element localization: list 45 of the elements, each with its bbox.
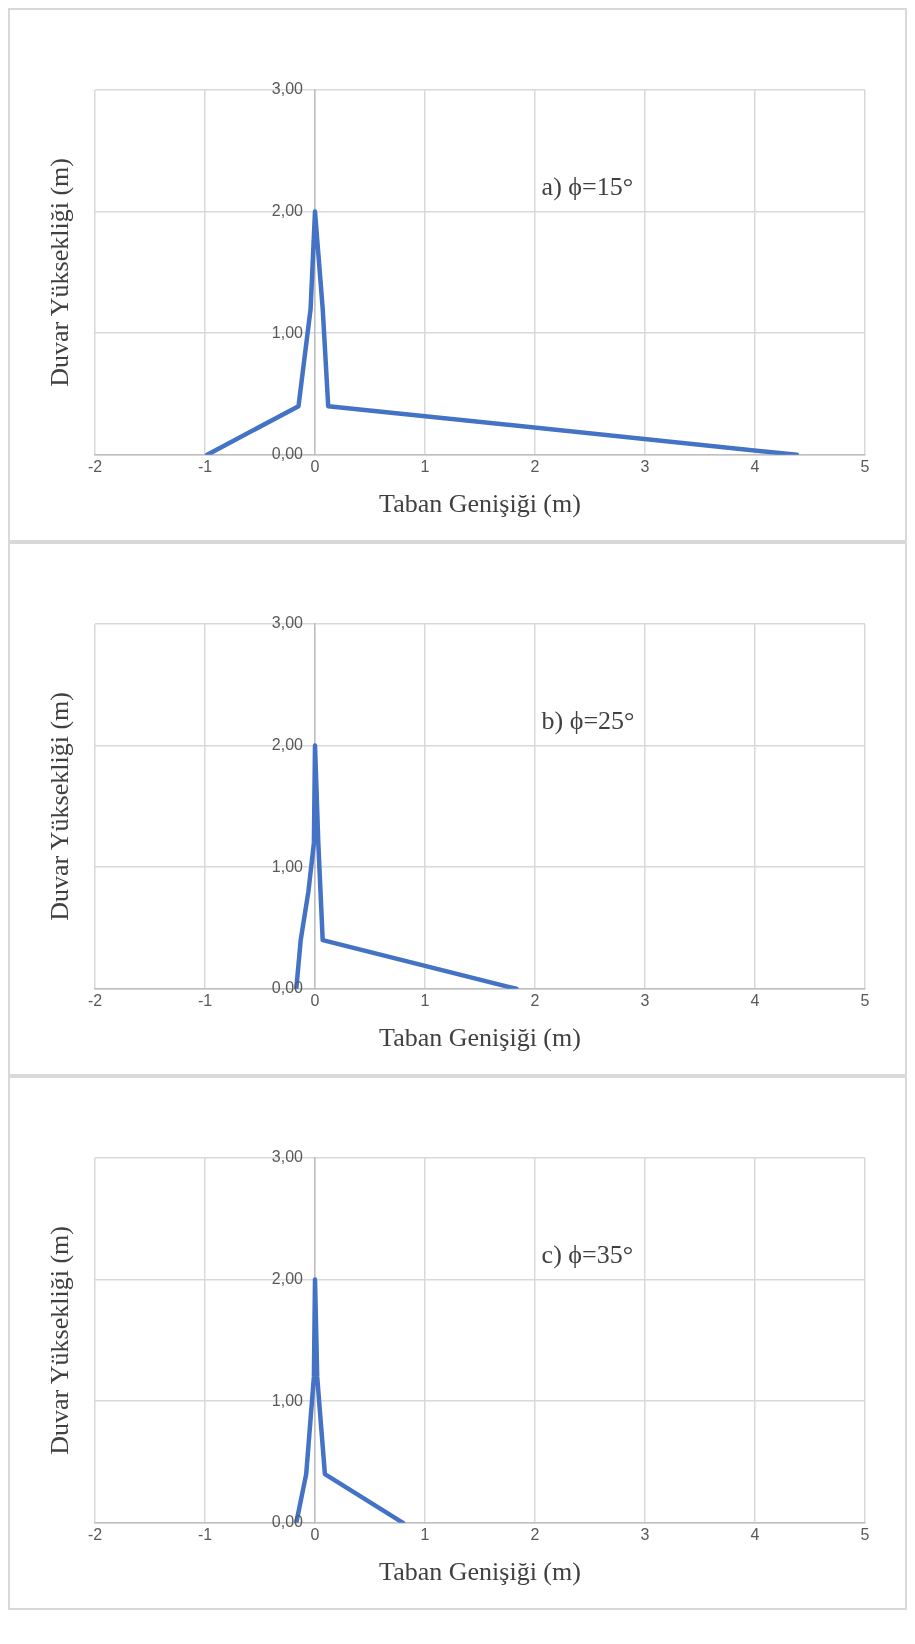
x-tick-label: 3: [640, 1525, 650, 1543]
x-tick-label: 2: [530, 457, 540, 475]
y-tick-label: 3,00: [271, 80, 304, 98]
x-tick-label: -1: [197, 991, 213, 1009]
y-tick-label: 0,00: [271, 445, 304, 463]
y-axis-title: Duvar Yüksekliği (m): [44, 158, 74, 387]
x-tick-label: 4: [750, 991, 760, 1009]
x-axis-title: Taban Genişiği (m): [379, 1022, 581, 1052]
x-tick-label: 3: [640, 991, 650, 1009]
x-axis-title: Taban Genişiği (m): [379, 1556, 581, 1586]
x-tick-label: 2: [530, 991, 540, 1009]
y-axis-title: Duvar Yüksekliği (m): [44, 692, 74, 921]
x-tick-label: -1: [197, 457, 213, 475]
x-tick-label: 5: [860, 1525, 870, 1543]
x-tick-label: -1: [197, 1525, 213, 1543]
y-axis-title: Duvar Yüksekliği (m): [44, 1226, 74, 1455]
y-tick-label: 2,00: [271, 736, 304, 754]
x-tick-label: 4: [750, 457, 760, 475]
x-tick-label: 1: [420, 991, 430, 1009]
annotation: c) ϕ=35°: [541, 1240, 634, 1270]
x-tick-label: 0: [310, 1525, 320, 1543]
y-tick-label: 2,00: [271, 202, 304, 220]
y-tick-label: 1,00: [271, 1391, 304, 1409]
x-axis-title: Taban Genişiği (m): [379, 488, 581, 518]
x-tick-label: 0: [310, 991, 320, 1009]
y-tick-label: 0,00: [271, 1513, 304, 1531]
x-tick-label: -2: [87, 457, 103, 475]
x-tick-label: -2: [87, 991, 103, 1009]
y-tick-label: 3,00: [271, 1148, 304, 1166]
x-tick-label: 1: [420, 457, 430, 475]
y-tick-label: 1,00: [271, 857, 304, 875]
y-tick-label: 0,00: [271, 979, 304, 997]
x-tick-label: 1: [420, 1525, 430, 1543]
x-tick-label: 5: [860, 991, 870, 1009]
y-tick-label: 1,00: [271, 323, 304, 341]
x-tick-label: -2: [87, 1525, 103, 1543]
annotation: a) ϕ=15°: [541, 172, 634, 202]
x-tick-label: 2: [530, 1525, 540, 1543]
y-tick-label: 2,00: [271, 1270, 304, 1288]
x-tick-label: 3: [640, 457, 650, 475]
x-tick-label: 4: [750, 1525, 760, 1543]
y-tick-label: 3,00: [271, 614, 304, 632]
x-tick-label: 0: [310, 457, 320, 475]
x-tick-label: 5: [860, 457, 870, 475]
annotation: b) ϕ=25°: [541, 706, 635, 736]
